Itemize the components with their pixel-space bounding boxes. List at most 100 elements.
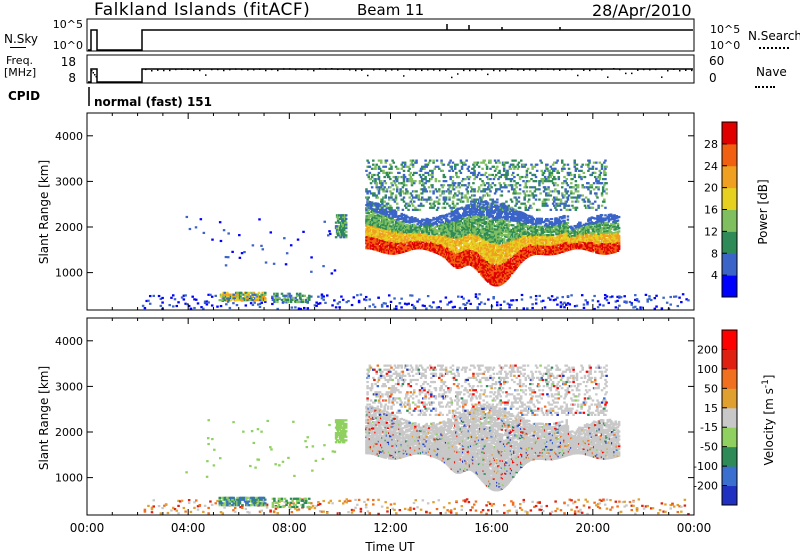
data-cell [377,296,380,299]
data-cell [494,167,498,170]
data-cell [331,304,334,307]
data-cell [363,298,366,301]
data-cell [517,161,521,164]
data-cell [252,299,256,302]
data-cell [476,213,480,216]
data-cell [405,184,408,187]
data-cell [159,297,163,301]
data-cell [377,175,381,179]
data-cell [405,235,408,238]
data-cell [603,293,607,297]
data-cell [513,188,516,191]
data-cell [392,230,396,233]
data-cell [433,247,436,250]
data-cell [561,295,564,299]
data-cell [474,230,477,233]
data-cell [653,307,657,310]
data-cell [399,194,402,197]
data-cell [465,225,468,228]
data-cell [485,226,489,230]
data-cell [451,182,455,185]
data-cell [460,196,464,199]
data-cell [459,198,463,201]
data-cell [481,202,484,205]
data-cell [219,293,223,296]
data-cell [474,200,477,203]
data-cell [310,270,313,273]
data-cell [313,304,317,307]
data-cell [457,253,460,257]
data-cell [554,298,557,301]
data-cell [276,292,279,295]
data-cell [341,216,345,219]
nave-dot [529,68,531,71]
data-cell [628,300,632,304]
data-cell [501,229,505,232]
data-cell [390,182,393,185]
nave-dot [193,69,195,72]
data-cell [482,215,485,218]
data-cell [378,234,382,237]
data-cell [161,301,164,304]
nave-dot [157,69,159,71]
data-cell [623,300,626,303]
data-cell [383,211,386,214]
data-cell [391,184,394,187]
data-cell [357,301,361,304]
data-cell [157,294,161,298]
data-cell [476,306,479,309]
data-cell [416,235,419,239]
data-cell [392,161,396,164]
data-cell [224,299,228,302]
data-cell [342,228,346,232]
nave-dot [673,68,675,70]
data-cell [389,177,392,181]
data-cell [490,207,493,211]
noise-panel: 10^5 10^0 10^5 10^0 [53,18,740,52]
data-cell [336,219,340,222]
data-cell [376,188,380,191]
nave-dot [391,69,393,71]
data-cell [474,293,478,296]
data-cell [372,222,375,225]
data-cell [377,219,381,222]
nave-dot [403,75,405,77]
data-cell [443,175,447,179]
data-cell [337,225,341,228]
data-cell [368,201,372,204]
data-cell [547,296,550,300]
data-cell [648,295,651,298]
data-cell [366,198,369,201]
data-cell [565,303,568,306]
nave-dots [91,68,693,79]
data-cell [310,295,313,298]
data-cell [473,198,476,201]
data-cell [472,182,475,185]
freq-tick-top: 18 [61,55,76,69]
data-cell [486,182,490,185]
data-cell [344,227,348,230]
data-cell [468,234,472,237]
data-cell [383,186,386,189]
data-cell [224,295,228,298]
data-cell [225,303,228,306]
data-cell [233,299,237,302]
data-cell [466,253,470,257]
data-cell [269,231,273,234]
nave-dot [631,72,633,75]
data-cell [498,182,501,185]
data-cell [141,304,145,307]
nave-line-key [755,86,775,88]
data-cell [402,173,406,177]
data-cell [297,307,301,310]
data-cell [420,192,424,195]
data-cell [400,244,403,247]
data-cell [387,175,391,179]
data-cell [295,298,299,302]
data-cell [432,218,435,221]
data-cell [372,163,375,166]
data-cell [381,221,384,225]
noise-spikes [446,24,561,30]
data-cell [402,213,406,216]
